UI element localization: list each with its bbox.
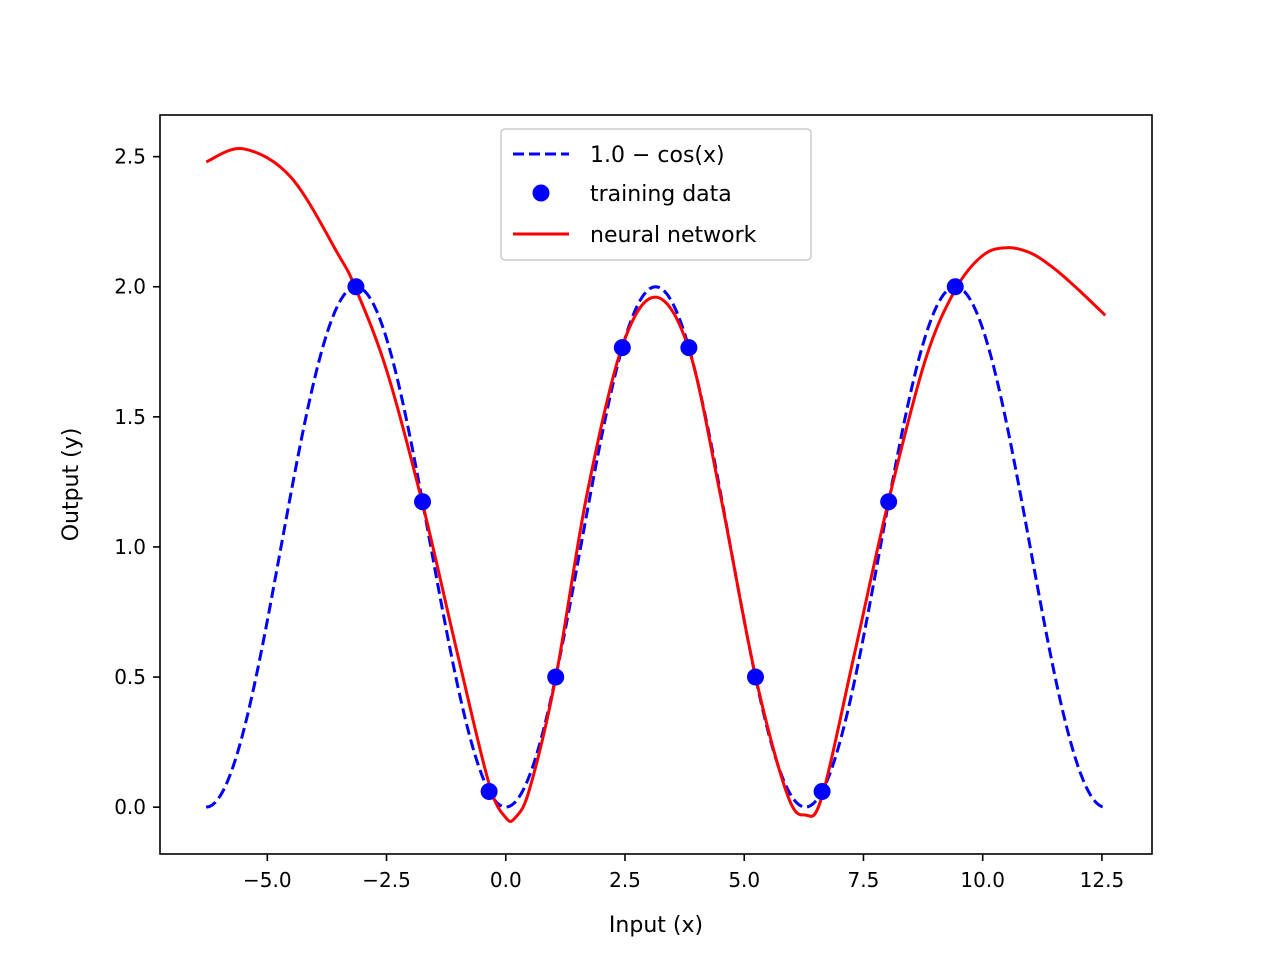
x-axis: −5.0 −2.5 0.0 2.5 5.0 7.5 10.0 12.5 — [243, 854, 1124, 892]
y-tick-label: 0.5 — [114, 665, 146, 689]
x-tick-label: −2.5 — [362, 868, 411, 892]
x-axis-label: Input (x) — [609, 913, 703, 938]
series-layer — [205, 147, 1107, 823]
x-tick-label: 7.5 — [848, 868, 880, 892]
legend-swatch-training-data — [532, 184, 550, 202]
x-tick-label: 2.5 — [609, 868, 641, 892]
training-data-point — [680, 339, 698, 357]
training-data-point — [880, 493, 898, 511]
y-axis-label: Output (y) — [59, 428, 84, 542]
training-data-point — [613, 339, 631, 357]
x-tick-label: 10.0 — [960, 868, 1005, 892]
legend-label: 1.0 − cos(x) — [590, 143, 725, 168]
training-data-point — [414, 493, 432, 511]
series-neural-network-line — [205, 147, 1107, 823]
y-tick-label: 0.0 — [114, 795, 146, 819]
y-tick-label: 1.5 — [114, 405, 146, 429]
axes-frame — [159, 114, 1153, 855]
y-axis: 0.0 0.5 1.0 1.5 2.0 2.5 — [114, 145, 160, 819]
training-data-point — [946, 278, 964, 296]
training-data-point — [746, 668, 764, 686]
legend-label: training data — [590, 182, 732, 207]
training-data-point — [480, 782, 498, 800]
x-tick-label: 5.0 — [728, 868, 760, 892]
y-tick-label: 2.0 — [114, 275, 146, 299]
legend-label: neural network — [590, 223, 757, 248]
x-tick-label: −5.0 — [243, 868, 292, 892]
legend: 1.0 − cos(x) training data neural network — [500, 128, 812, 261]
x-tick-label: 12.5 — [1080, 868, 1125, 892]
training-data-point — [547, 668, 565, 686]
y-tick-label: 2.5 — [114, 145, 146, 169]
legend-box — [500, 128, 812, 261]
y-tick-label: 1.0 — [114, 535, 146, 559]
training-data-point — [813, 782, 831, 800]
x-tick-label: 0.0 — [490, 868, 522, 892]
training-data-point — [347, 278, 365, 296]
